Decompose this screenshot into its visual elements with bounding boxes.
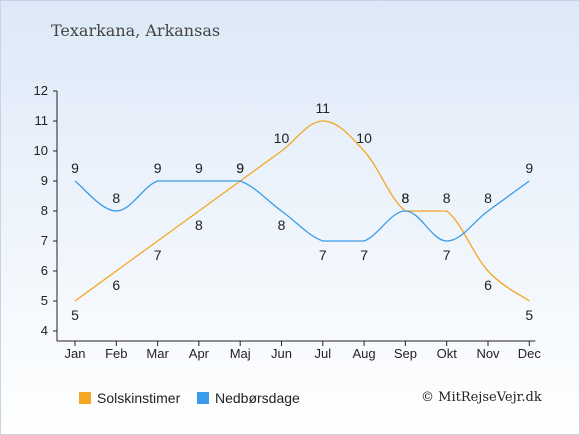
y-tick-label: 11 <box>35 113 49 128</box>
x-tick-label: Aug <box>353 346 376 361</box>
data-label-sun: 8 <box>195 217 203 233</box>
data-label-rain: 9 <box>195 160 203 176</box>
data-label-sun: 8 <box>443 190 451 206</box>
data-label-sun: 10 <box>274 130 290 146</box>
copyright-text: © MitRejseVejr.dk <box>421 390 542 405</box>
x-tick-label: Feb <box>105 346 127 361</box>
x-tick-label: Dec <box>518 346 542 361</box>
x-tick-label: Jan <box>65 346 86 361</box>
y-tick-label: 12 <box>34 83 48 98</box>
data-label-sun: 7 <box>154 247 162 263</box>
data-label-rain: 8 <box>484 190 492 206</box>
data-label-rain: 8 <box>278 217 286 233</box>
y-tick-label: 8 <box>41 203 48 218</box>
data-label-rain: 7 <box>443 247 451 263</box>
data-label-sun: 6 <box>484 277 492 293</box>
x-tick-label: Apr <box>189 346 210 361</box>
series-line-sun <box>74 120 530 302</box>
y-tick-label: 4 <box>41 323 48 338</box>
y-tick-label: 7 <box>41 233 48 248</box>
x-tick-label: Sep <box>394 346 417 361</box>
x-tick-label: Jul <box>314 346 331 361</box>
chart-title: Texarkana, Arkansas <box>51 21 221 40</box>
legend-label-rain: Nedbørsdage <box>215 390 300 406</box>
x-tick-label: Mar <box>146 346 169 361</box>
data-label-rain: 8 <box>112 190 120 206</box>
data-label-sun: 10 <box>356 130 372 146</box>
y-tick-label: 5 <box>41 293 48 308</box>
data-label-rain: 7 <box>360 247 368 263</box>
y-tick-label: 9 <box>41 173 48 188</box>
legend-swatch-sun <box>79 392 91 404</box>
data-label-rain: 9 <box>71 160 79 176</box>
data-label-rain: 9 <box>154 160 162 176</box>
data-label-sun: 8 <box>402 190 410 206</box>
x-tick-label: Jun <box>271 346 292 361</box>
x-tick-label: Nov <box>476 346 500 361</box>
data-label-rain: 9 <box>525 160 533 176</box>
series-line-rain <box>74 180 530 242</box>
x-tick-label: Maj <box>230 346 251 361</box>
data-label-rain: 8 <box>402 190 410 206</box>
data-label-rain: 7 <box>319 247 327 263</box>
legend-label-sun: Solskinstimer <box>97 390 181 406</box>
data-label-rain: 9 <box>236 160 244 176</box>
data-label-sun: 5 <box>525 307 533 323</box>
y-tick-label: 10 <box>34 143 48 158</box>
data-label-sun: 11 <box>316 100 331 116</box>
x-tick-label: Okt <box>437 346 458 361</box>
data-label-sun: 5 <box>71 307 79 323</box>
legend-item-rain: Nedbørsdage <box>197 390 300 406</box>
legend-item-sun: Solskinstimer <box>79 390 180 406</box>
data-label-sun: 6 <box>112 277 120 293</box>
y-tick-label: 6 <box>41 263 48 278</box>
legend-swatch-rain <box>197 392 209 404</box>
data-label-sun: 9 <box>236 160 244 176</box>
